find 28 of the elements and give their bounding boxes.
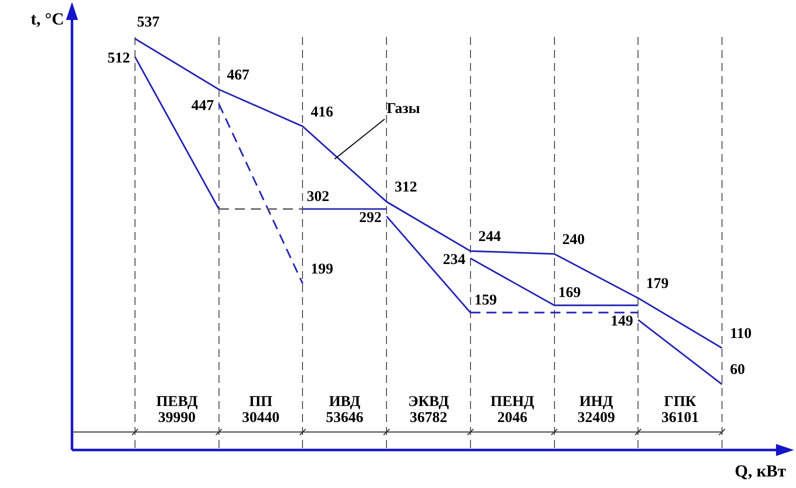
data-label: 60 — [730, 362, 745, 378]
data-label: 292 — [359, 210, 382, 226]
data-label: 234 — [442, 252, 466, 268]
text: ПП 30440 — [242, 394, 280, 426]
text: ЭКВД 36782 — [408, 394, 450, 426]
data-label: 240 — [562, 232, 585, 248]
data-label: 416 — [310, 104, 334, 120]
text: ИВД 53646 — [326, 394, 364, 426]
data-label: 149 — [610, 314, 634, 330]
annotation: Газы — [386, 100, 420, 117]
data-label: 302 — [306, 188, 330, 205]
text: ПЕНД 2046 — [490, 394, 535, 426]
data-label: 512 — [108, 50, 130, 67]
data-label: 537 — [137, 14, 160, 31]
x-axis-title: Q, кВт — [734, 461, 787, 480]
data-label: 169 — [558, 285, 581, 302]
data-label: 159 — [474, 292, 497, 308]
data-label: 312 — [394, 180, 418, 196]
text: ПЕВД 39990 — [156, 394, 198, 426]
text: ГПК 36101 — [661, 394, 699, 426]
data-label: 199 — [310, 262, 334, 278]
y-axis-title: t, °C — [30, 9, 64, 28]
data-label: 179 — [646, 276, 669, 292]
data-label: 467 — [226, 67, 250, 84]
data-label: 110 — [730, 326, 752, 342]
data-label: 244 — [478, 228, 502, 245]
data-label: 447 — [191, 98, 214, 114]
text: ИНД 32409 — [577, 394, 615, 426]
